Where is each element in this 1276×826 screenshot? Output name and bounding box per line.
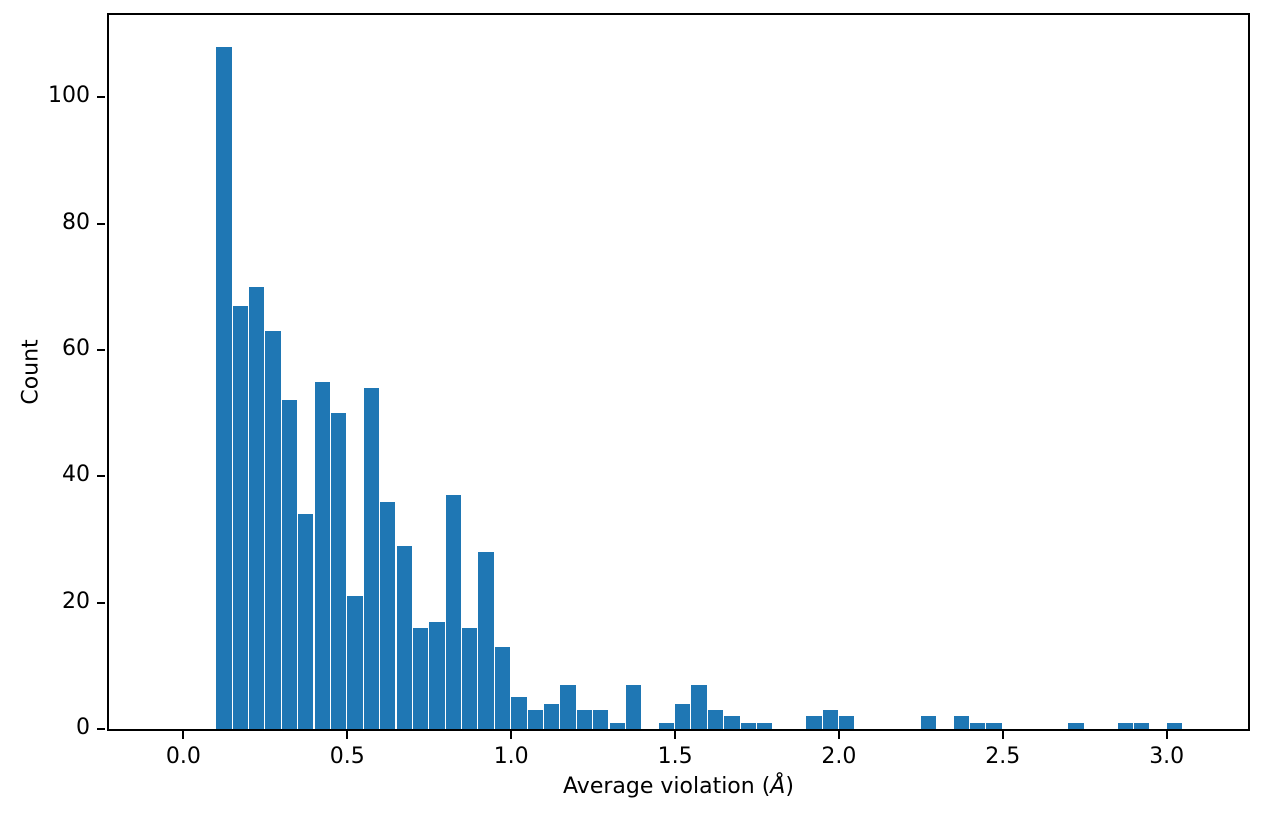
histogram-bar xyxy=(970,722,986,729)
histogram-bar xyxy=(544,703,560,729)
histogram-bar xyxy=(412,627,429,729)
histogram-bar xyxy=(494,646,511,729)
histogram-bar xyxy=(806,716,822,729)
histogram-bar xyxy=(986,722,1002,729)
histogram-bar xyxy=(216,46,232,729)
histogram-bar xyxy=(330,413,347,729)
y-tick-mark xyxy=(97,222,105,225)
y-tick-label: 80 xyxy=(62,209,90,235)
x-tick-label: 1.5 xyxy=(657,744,693,769)
histogram-bar xyxy=(740,722,756,729)
x-axis-label-text: Average violation ( xyxy=(563,774,771,799)
histogram-bar xyxy=(560,684,576,729)
x-tick-label: 0.0 xyxy=(165,744,201,769)
histogram-bar xyxy=(675,703,691,729)
x-tick-mark xyxy=(674,731,677,739)
histogram-bar xyxy=(462,627,478,729)
histogram-bar xyxy=(920,716,937,729)
y-tick-mark xyxy=(97,728,105,730)
x-tick-mark xyxy=(346,731,349,739)
histogram-bar xyxy=(511,697,527,729)
histogram-bar xyxy=(478,552,494,729)
histogram-bar xyxy=(363,387,380,729)
y-tick-label: 100 xyxy=(48,83,90,109)
histogram-bar xyxy=(691,684,707,729)
y-tick-label: 60 xyxy=(62,335,90,361)
histogram-bar xyxy=(757,722,773,729)
histogram-bar xyxy=(1117,722,1133,729)
histogram-bar xyxy=(396,545,412,729)
y-tick-label: 40 xyxy=(62,462,90,488)
x-axis-label: Average violation (Å) xyxy=(107,774,1250,799)
x-tick-label: 3.0 xyxy=(1149,744,1185,769)
x-tick-label: 2.5 xyxy=(985,744,1021,769)
y-tick-mark xyxy=(97,96,105,99)
x-tick-mark xyxy=(837,731,840,739)
histogram-bar xyxy=(527,710,543,729)
bars-layer xyxy=(109,15,1248,729)
histogram-bar xyxy=(429,621,445,729)
x-tick-label: 2.0 xyxy=(821,744,857,769)
histogram-bar xyxy=(265,330,281,729)
histogram-bar xyxy=(838,716,855,729)
x-tick-mark xyxy=(510,731,513,739)
x-tick-label: 1.0 xyxy=(493,744,529,769)
angstrom-symbol: Å xyxy=(770,774,786,799)
histogram-bar xyxy=(232,305,248,729)
histogram-bar xyxy=(298,514,314,729)
y-tick-mark xyxy=(97,475,105,478)
histogram-bar xyxy=(314,381,330,729)
histogram-bar xyxy=(1133,722,1150,729)
x-tick-mark xyxy=(1001,731,1004,739)
y-tick-label: 0 xyxy=(76,715,90,740)
x-tick-mark xyxy=(182,731,185,739)
histogram-bar xyxy=(445,495,461,729)
x-axis-label-close-paren: ) xyxy=(785,774,794,799)
y-axis-ticks: 0 20 40 60 80 100 xyxy=(0,15,107,740)
histogram-bar xyxy=(347,596,363,729)
histogram-bar xyxy=(281,400,298,729)
y-tick-mark xyxy=(97,601,105,604)
y-tick-label: 20 xyxy=(62,588,90,614)
histogram-bar xyxy=(953,716,970,729)
x-tick-label: 0.5 xyxy=(329,744,365,769)
histogram-bar xyxy=(1068,722,1084,729)
x-axis-ticks: 0.0 0.5 1.0 1.5 2.0 2.5 3.0 xyxy=(109,731,1248,791)
histogram-bar xyxy=(658,722,675,729)
histogram-bar xyxy=(249,286,265,729)
histogram-bar xyxy=(576,710,593,729)
histogram-bar xyxy=(593,710,609,729)
histogram-bar xyxy=(1166,722,1183,729)
y-tick-mark xyxy=(97,348,105,351)
histogram-bar xyxy=(707,710,724,729)
plot-area xyxy=(107,13,1250,731)
x-tick-mark xyxy=(1165,731,1168,739)
histogram-bar xyxy=(625,684,642,729)
histogram-bar xyxy=(822,710,838,729)
histogram-bar xyxy=(724,716,740,729)
histogram-bar xyxy=(380,501,396,729)
histogram-bar xyxy=(609,722,625,729)
